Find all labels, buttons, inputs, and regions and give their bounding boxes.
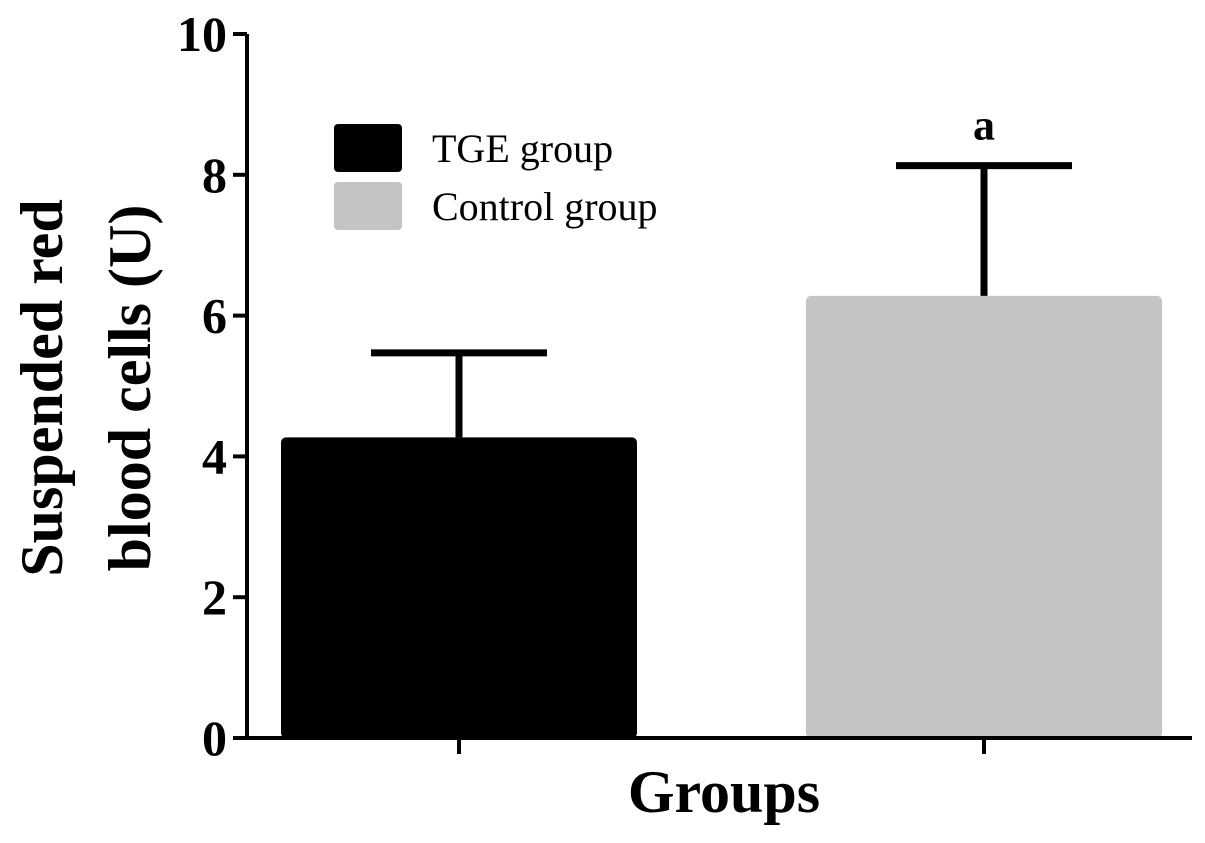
y-tick-label-2: 4 xyxy=(202,428,227,484)
bar-1 xyxy=(806,295,1162,738)
y-axis-title-line2: blood cells (U) xyxy=(97,205,163,572)
error-bars-layer xyxy=(371,162,1072,438)
annotations-layer: a xyxy=(973,101,995,150)
y-tick-label-4: 8 xyxy=(202,147,227,203)
axes-layer xyxy=(245,34,1192,740)
y-tick-label-3: 6 xyxy=(202,288,227,344)
legend-swatch-1 xyxy=(334,182,402,230)
bars-layer xyxy=(281,295,1162,738)
y-ticks-layer: 0 2 4 6 8 10 xyxy=(177,6,247,766)
legend: TGE group Control group xyxy=(334,124,658,230)
bar-0 xyxy=(281,437,637,738)
legend-swatch-0 xyxy=(334,124,402,172)
legend-label-0: TGE group xyxy=(432,126,613,171)
legend-label-1: Control group xyxy=(432,184,658,229)
y-tick-label-1: 2 xyxy=(202,569,227,625)
y-axis-title-line1: Suspended red xyxy=(9,199,75,576)
y-tick-label-5: 10 xyxy=(177,6,227,62)
y-tick-label-0: 0 xyxy=(202,710,227,766)
significance-annotation-0: a xyxy=(973,101,995,150)
x-ticks-layer xyxy=(457,738,986,754)
x-axis-title: Groups xyxy=(628,759,820,825)
